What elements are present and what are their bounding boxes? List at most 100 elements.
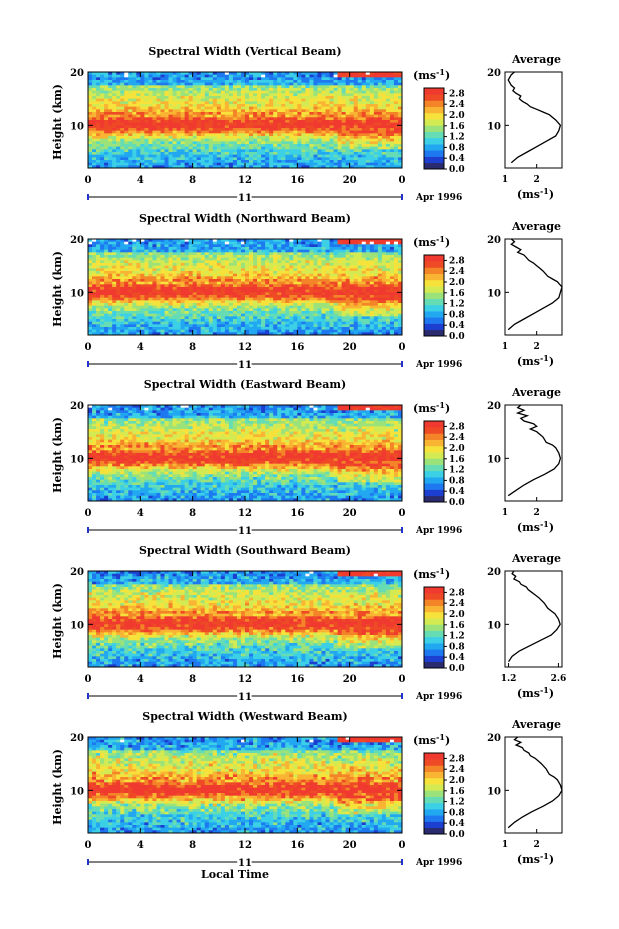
- heatmap-cell: [152, 104, 157, 108]
- heatmap-cell: [168, 88, 173, 92]
- heatmap-cell: [216, 300, 222, 304]
- heatmap-cell: [369, 257, 375, 261]
- heatmap-cell: [381, 297, 387, 301]
- heatmap-cell: [228, 255, 234, 259]
- heatmap-cell: [116, 112, 121, 116]
- heatmap-cell: [269, 263, 274, 267]
- heatmap-cell: [216, 93, 222, 97]
- heatmap-cell: [108, 273, 113, 277]
- heatmap-cell: [220, 120, 226, 124]
- heatmap-cell: [232, 160, 238, 164]
- heatmap-cell: [337, 74, 343, 78]
- heatmap-cell: [289, 249, 294, 253]
- heatmap-cell: [301, 160, 306, 164]
- heatmap-cell: [293, 136, 298, 140]
- heatmap-cell: [397, 300, 403, 304]
- heatmap-cell: [313, 88, 318, 92]
- heatmap-cell: [100, 257, 105, 261]
- heatmap-cell: [168, 273, 173, 277]
- heatmap-cell: [341, 128, 347, 132]
- heatmap-cell: [349, 279, 355, 283]
- heatmap-cell: [325, 255, 330, 259]
- heatmap-cell: [269, 247, 274, 251]
- heatmap-cell: [216, 162, 222, 166]
- heatmap-cell: [168, 160, 173, 164]
- heatmap-cell: [180, 268, 186, 272]
- heatmap-cell: [389, 157, 395, 161]
- heatmap-cell: [257, 265, 262, 269]
- heatmap-cell: [249, 128, 254, 132]
- heatmap-cell: [160, 160, 165, 164]
- heatmap-cell: [188, 295, 194, 299]
- heatmap-cell: [140, 136, 145, 140]
- heatmap-cell: [393, 244, 399, 248]
- heatmap-cell: [184, 114, 190, 118]
- heatmap-cell: [136, 128, 141, 132]
- heatmap-cell: [180, 80, 186, 84]
- heatmap-cell: [373, 295, 379, 299]
- heatmap-cell: [261, 260, 266, 264]
- heatmap-cell: [200, 136, 206, 140]
- colorbar-segment: [424, 137, 444, 145]
- heatmap-cell: [224, 130, 230, 134]
- heatmap-cell: [104, 120, 109, 124]
- heatmap-cell: [281, 109, 286, 113]
- heatmap-cell: [116, 241, 121, 245]
- heatmap-cell: [245, 114, 250, 118]
- heatmap-cell: [277, 90, 282, 94]
- heatmap-cell: [341, 157, 347, 161]
- heatmap-cell: [389, 295, 395, 299]
- heatmap-cell: [365, 305, 371, 309]
- heatmap-cell: [236, 136, 242, 140]
- heatmap-cell: [96, 300, 101, 304]
- heatmap-cell: [112, 263, 117, 267]
- heatmap-cell: [333, 241, 338, 245]
- heatmap-cell: [333, 80, 338, 84]
- heatmap-cell: [385, 289, 391, 293]
- colorbar-segment: [424, 150, 444, 157]
- heatmap-cell: [160, 74, 165, 78]
- heatmap-cell: [92, 122, 97, 126]
- heatmap-cell: [116, 104, 121, 108]
- heatmap-cell: [301, 305, 306, 309]
- heatmap-cell: [249, 146, 254, 150]
- heatmap-cell: [389, 165, 395, 169]
- heatmap-cell: [232, 260, 238, 264]
- heatmap-cell: [361, 260, 367, 264]
- heatmap-cell: [365, 152, 371, 156]
- heatmap-cell: [136, 271, 141, 275]
- panel-title: Spectral Width (Vertical Beam): [148, 45, 341, 58]
- heatmap-cell: [397, 93, 403, 97]
- heatmap-cell: [140, 96, 145, 100]
- heatmap-cell: [152, 249, 157, 253]
- heatmap-cell: [349, 157, 355, 161]
- heatmap-cell: [200, 162, 206, 166]
- heatmap-cell: [224, 154, 230, 158]
- heatmap-cell: [232, 295, 238, 299]
- heatmap-cell: [228, 157, 234, 161]
- heatmap-cell: [289, 80, 294, 84]
- heatmap-cell: [357, 289, 363, 293]
- heatmap-cell: [261, 279, 266, 283]
- heatmap-cell: [128, 252, 133, 256]
- heatmap-cell: [265, 162, 270, 166]
- heatmap-cell: [345, 303, 351, 307]
- heatmap-cell: [128, 297, 133, 301]
- heatmap-cell: [196, 96, 202, 100]
- heatmap-cell: [240, 82, 246, 86]
- heatmap-cell: [180, 125, 186, 129]
- heatmap-cell: [204, 165, 210, 169]
- heatmap-cell: [245, 125, 250, 129]
- heatmap-cell: [321, 90, 326, 94]
- heatmap-cell: [220, 77, 226, 81]
- heatmap-cell: [204, 120, 210, 124]
- heatmap-cell: [152, 281, 157, 285]
- heatmap-cell: [317, 106, 322, 110]
- heatmap-cell: [208, 133, 214, 137]
- heatmap-cell: [132, 165, 137, 169]
- colorbar-segment: [424, 100, 444, 107]
- heatmap-cell: [232, 82, 238, 86]
- heatmap-cell: [116, 96, 121, 100]
- heatmap-cell: [128, 112, 133, 116]
- heatmap-cell: [357, 101, 363, 105]
